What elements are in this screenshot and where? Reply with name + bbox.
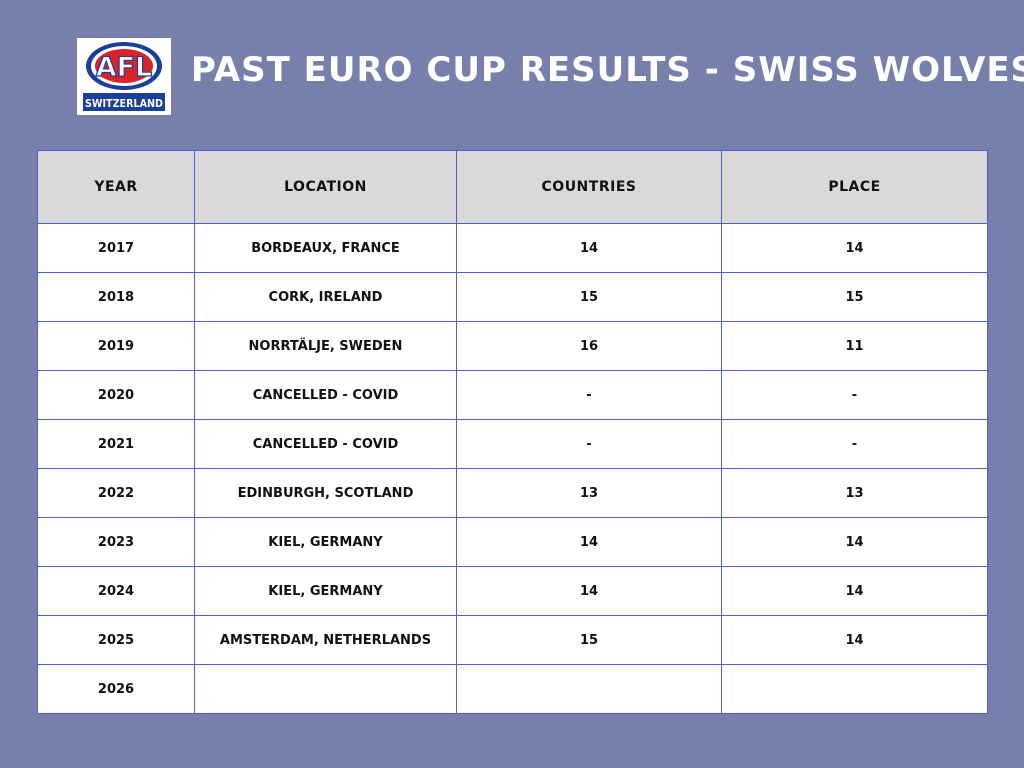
logo-top-text: AFL xyxy=(96,52,153,83)
table-row: 2026 xyxy=(37,664,988,714)
table-row: 2025 AMSTERDAM, NETHERLANDS 15 14 xyxy=(37,615,988,665)
cell-location: KIEL, GERMANY xyxy=(194,517,457,567)
cell-place: 13 xyxy=(721,468,988,518)
cell-place: 15 xyxy=(721,272,988,322)
results-table: YEAR LOCATION COUNTRIES PLACE 2017 BORDE… xyxy=(37,150,988,714)
cell-place: 14 xyxy=(721,517,988,567)
cell-year: 2026 xyxy=(37,664,195,714)
table-row: 2020 CANCELLED - COVID - - xyxy=(37,370,988,420)
cell-year: 2021 xyxy=(37,419,195,469)
afl-switzerland-logo: AFL SWITZERLAND xyxy=(77,38,171,115)
column-header-place: PLACE xyxy=(721,150,988,224)
cell-place: - xyxy=(721,419,988,469)
cell-place: 14 xyxy=(721,566,988,616)
cell-countries: 14 xyxy=(456,566,722,616)
cell-location: CANCELLED - COVID xyxy=(194,370,457,420)
cell-year: 2019 xyxy=(37,321,195,371)
cell-place: - xyxy=(721,370,988,420)
cell-location: AMSTERDAM, NETHERLANDS xyxy=(194,615,457,665)
table-row: 2021 CANCELLED - COVID - - xyxy=(37,419,988,469)
cell-location xyxy=(194,664,457,714)
cell-countries: - xyxy=(456,370,722,420)
cell-location: BORDEAUX, FRANCE xyxy=(194,223,457,273)
cell-year: 2020 xyxy=(37,370,195,420)
table-row: 2018 CORK, IRELAND 15 15 xyxy=(37,272,988,322)
cell-location: CORK, IRELAND xyxy=(194,272,457,322)
cell-year: 2023 xyxy=(37,517,195,567)
page-title: PAST EURO CUP RESULTS - SWISS WOLVES xyxy=(191,50,1024,90)
cell-year: 2024 xyxy=(37,566,195,616)
cell-location: CANCELLED - COVID xyxy=(194,419,457,469)
cell-place xyxy=(721,664,988,714)
cell-year: 2025 xyxy=(37,615,195,665)
cell-place: 14 xyxy=(721,615,988,665)
cell-place: 14 xyxy=(721,223,988,273)
column-header-location: LOCATION xyxy=(194,150,457,224)
cell-place: 11 xyxy=(721,321,988,371)
table-header-row: YEAR LOCATION COUNTRIES PLACE xyxy=(37,150,988,224)
column-header-countries: COUNTRIES xyxy=(456,150,722,224)
column-header-year: YEAR xyxy=(37,150,195,224)
table-row: 2022 EDINBURGH, SCOTLAND 13 13 xyxy=(37,468,988,518)
logo-bottom-text: SWITZERLAND xyxy=(85,97,163,110)
cell-countries: 14 xyxy=(456,223,722,273)
cell-countries xyxy=(456,664,722,714)
afl-logo-icon: AFL SWITZERLAND xyxy=(83,42,165,111)
cell-countries: 15 xyxy=(456,272,722,322)
cell-countries: 13 xyxy=(456,468,722,518)
table-row: 2019 NORRTÄLJE, SWEDEN 16 11 xyxy=(37,321,988,371)
table-row: 2023 KIEL, GERMANY 14 14 xyxy=(37,517,988,567)
cell-year: 2018 xyxy=(37,272,195,322)
table-row: 2017 BORDEAUX, FRANCE 14 14 xyxy=(37,223,988,273)
cell-countries: 14 xyxy=(456,517,722,567)
cell-year: 2017 xyxy=(37,223,195,273)
cell-countries: 16 xyxy=(456,321,722,371)
cell-location: NORRTÄLJE, SWEDEN xyxy=(194,321,457,371)
cell-countries: - xyxy=(456,419,722,469)
cell-countries: 15 xyxy=(456,615,722,665)
cell-location: KIEL, GERMANY xyxy=(194,566,457,616)
cell-year: 2022 xyxy=(37,468,195,518)
table-row: 2024 KIEL, GERMANY 14 14 xyxy=(37,566,988,616)
cell-location: EDINBURGH, SCOTLAND xyxy=(194,468,457,518)
